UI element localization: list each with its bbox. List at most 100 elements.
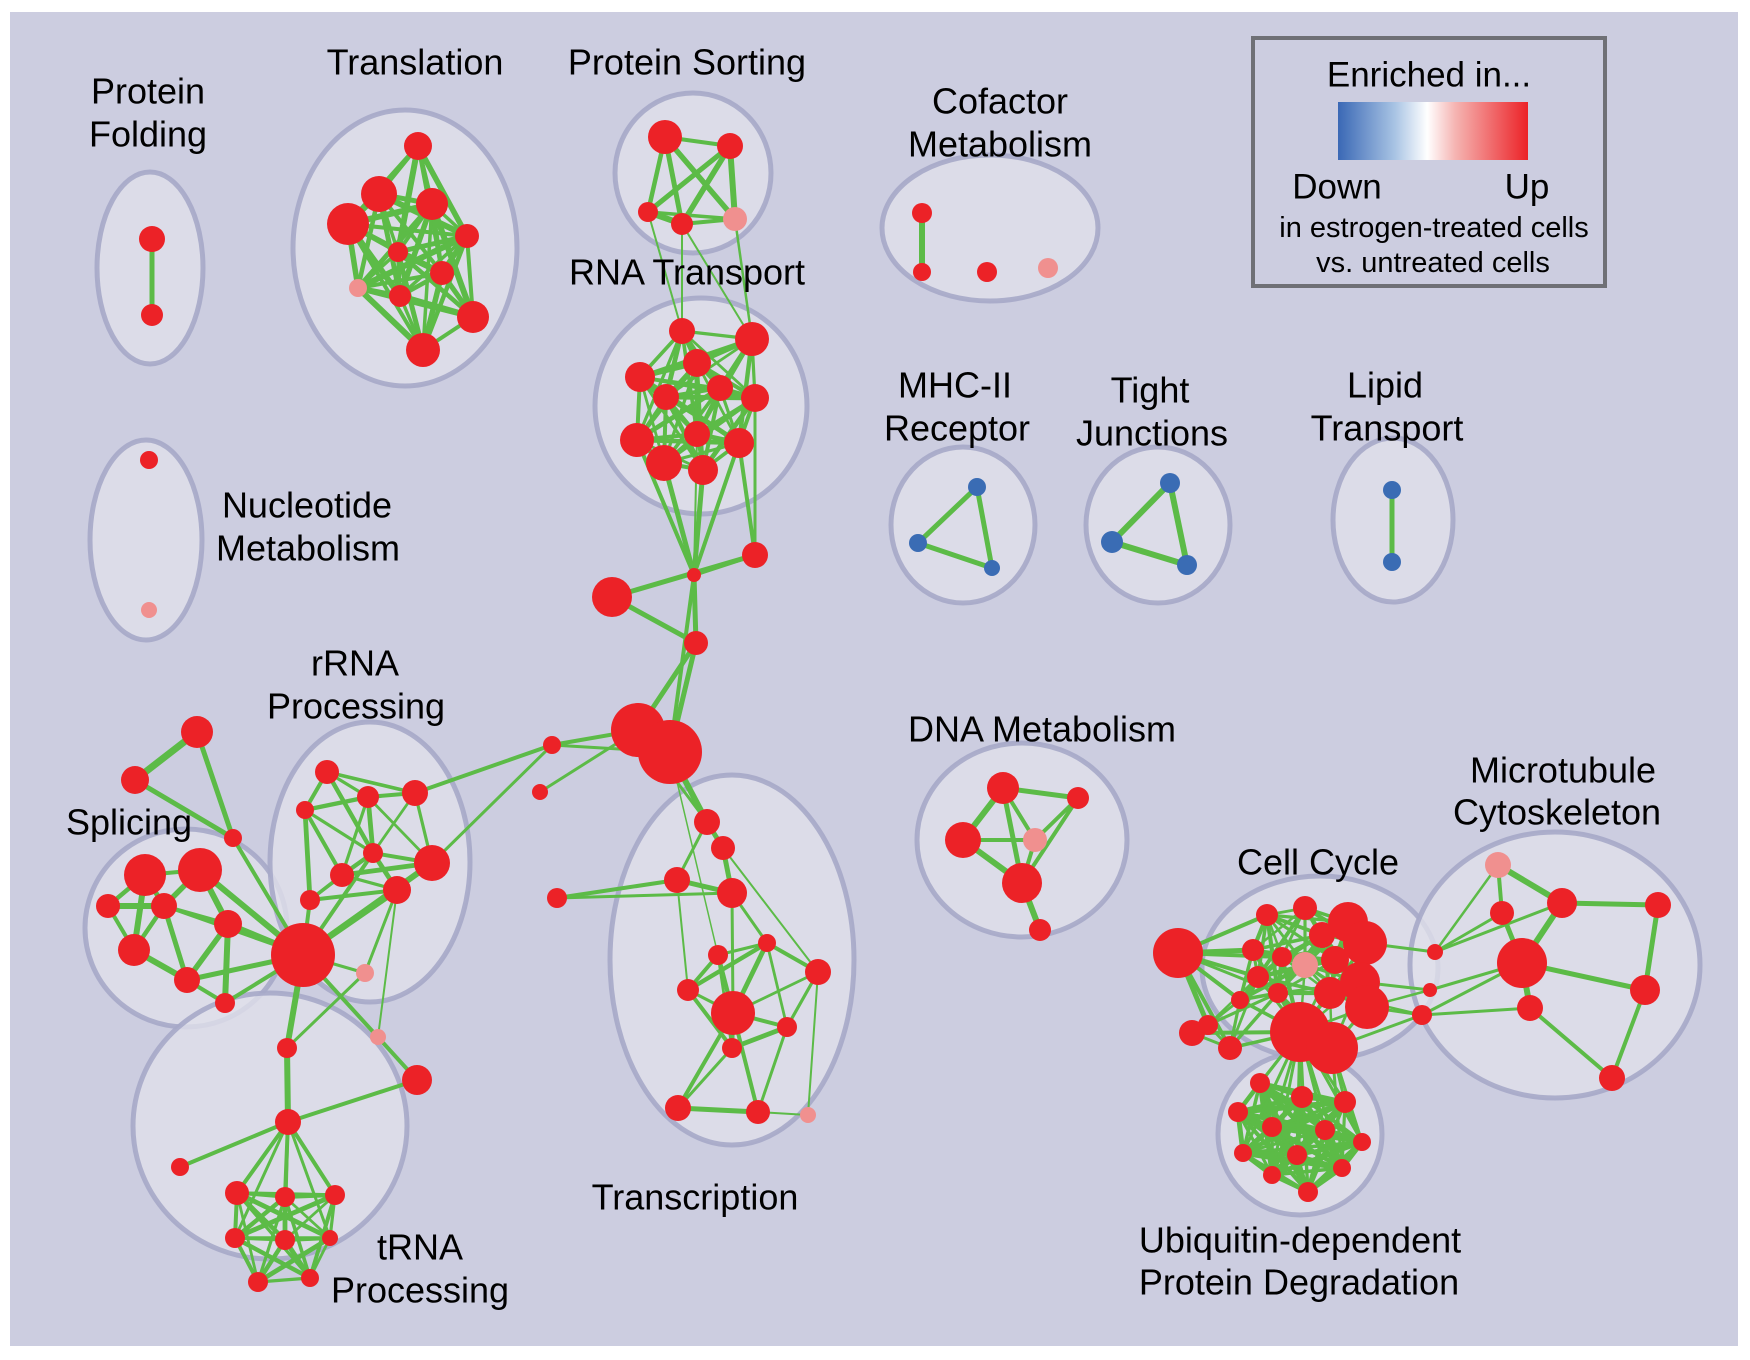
node-st3	[224, 829, 242, 847]
node-th4	[225, 1228, 245, 1248]
cluster-label-cell-cycle-0: Cell Cycle	[1237, 842, 1399, 883]
legend-title: Enriched in...	[1327, 56, 1531, 95]
edge	[363, 888, 399, 975]
edge	[722, 847, 819, 973]
edge	[283, 1120, 290, 1242]
edge	[356, 271, 444, 290]
node-th1	[225, 1181, 249, 1205]
cluster-label-nucleotide-metabolism-0: Nucleotide	[222, 485, 392, 526]
node-tx2	[758, 934, 776, 952]
edge	[733, 217, 754, 341]
node-rr10	[356, 964, 374, 982]
edge	[661, 460, 697, 578]
node-ps2	[717, 133, 743, 159]
node-tc2	[711, 836, 735, 860]
cluster-label-mhc-ii-receptor-0: MHC-II	[898, 365, 1012, 406]
node-dn5	[1067, 787, 1089, 809]
edge	[1610, 988, 1647, 1080]
cluster-hull-mhc-ii-receptor	[888, 444, 1038, 606]
node-mt6	[1645, 892, 1671, 918]
node-cf1	[912, 203, 932, 223]
edge	[974, 484, 995, 571]
edge	[555, 878, 679, 900]
node-mt3	[1490, 901, 1514, 925]
node-tx6	[777, 1017, 797, 1037]
edge	[756, 1025, 789, 1114]
edge	[324, 769, 376, 856]
edge	[233, 1120, 290, 1240]
edge	[1433, 911, 1504, 954]
node-pf1	[139, 226, 165, 252]
edge	[645, 143, 733, 215]
node-rt6	[653, 384, 679, 410]
node-rt1	[669, 318, 695, 344]
node-cc17	[1218, 1036, 1242, 1060]
legend-subline-1: in estrogen-treated cells	[1279, 212, 1589, 244]
node-mt8	[1599, 1065, 1625, 1091]
edge	[1433, 901, 1564, 954]
node-th2	[275, 1187, 295, 1207]
node-cc11	[1231, 991, 1249, 1009]
node-tx1	[708, 945, 728, 965]
edge	[681, 223, 753, 340]
edge	[1206, 991, 1280, 1027]
node-cc10	[1247, 966, 1269, 988]
edge	[1528, 1006, 1614, 1080]
edge	[765, 941, 789, 1029]
cluster-label-microtubule-cytoskeleton-0: Microtubule	[1470, 750, 1656, 791]
cluster-label-protein-sorting-0: Protein Sorting	[568, 42, 806, 83]
node-mt2	[1547, 888, 1577, 918]
node-t4	[327, 203, 369, 245]
edge	[737, 441, 757, 557]
legend-down-label: Down	[1292, 168, 1381, 207]
node-nm1	[140, 451, 158, 469]
node-dn3	[1023, 828, 1047, 852]
edge	[1559, 900, 1661, 908]
node-cc5	[1309, 922, 1335, 948]
edge	[1433, 863, 1500, 954]
node-tj1	[1160, 473, 1180, 493]
edge	[303, 808, 375, 855]
node-u5	[1262, 1117, 1282, 1137]
edge	[915, 484, 980, 546]
edge	[686, 988, 734, 1050]
edge	[430, 743, 554, 865]
edge	[676, 1046, 734, 1110]
node-cc1	[1256, 904, 1278, 926]
edge	[194, 729, 236, 841]
node-mid1	[687, 568, 701, 582]
edge	[669, 751, 719, 956]
node-mt1	[1485, 852, 1511, 878]
edge	[178, 1120, 290, 1169]
edge	[286, 1120, 337, 1197]
edge	[807, 971, 819, 1116]
node-tx10	[800, 1107, 816, 1123]
cluster-label-rrna-processing-1: Processing	[267, 686, 445, 727]
edge	[1167, 480, 1190, 568]
node-ps1	[648, 120, 682, 154]
node-rr1	[315, 760, 339, 784]
node-nm2	[141, 602, 157, 618]
node-t7	[430, 261, 454, 285]
node-st2	[121, 766, 149, 794]
node-tx7	[722, 1038, 742, 1058]
node-rt3	[625, 362, 655, 392]
cluster-label-dna-metabolism-0: DNA Metabolism	[908, 709, 1176, 750]
node-u12	[1298, 1182, 1318, 1202]
node-pf2	[141, 304, 163, 326]
node-st1	[181, 716, 213, 748]
legend: Enriched in... Down Up in estrogen-treat…	[1251, 36, 1607, 288]
node-rt11	[646, 445, 682, 481]
node-cc15	[1345, 985, 1389, 1029]
node-tx8	[665, 1095, 691, 1121]
node-u2	[1291, 1086, 1313, 1108]
node-ps5	[723, 207, 747, 231]
edge	[235, 1120, 290, 1195]
edge	[1420, 1006, 1532, 1017]
node-t8	[349, 279, 367, 297]
edge	[413, 743, 554, 795]
edge	[663, 394, 758, 401]
node-tc1	[694, 809, 720, 835]
node-cc12	[1268, 983, 1288, 1003]
